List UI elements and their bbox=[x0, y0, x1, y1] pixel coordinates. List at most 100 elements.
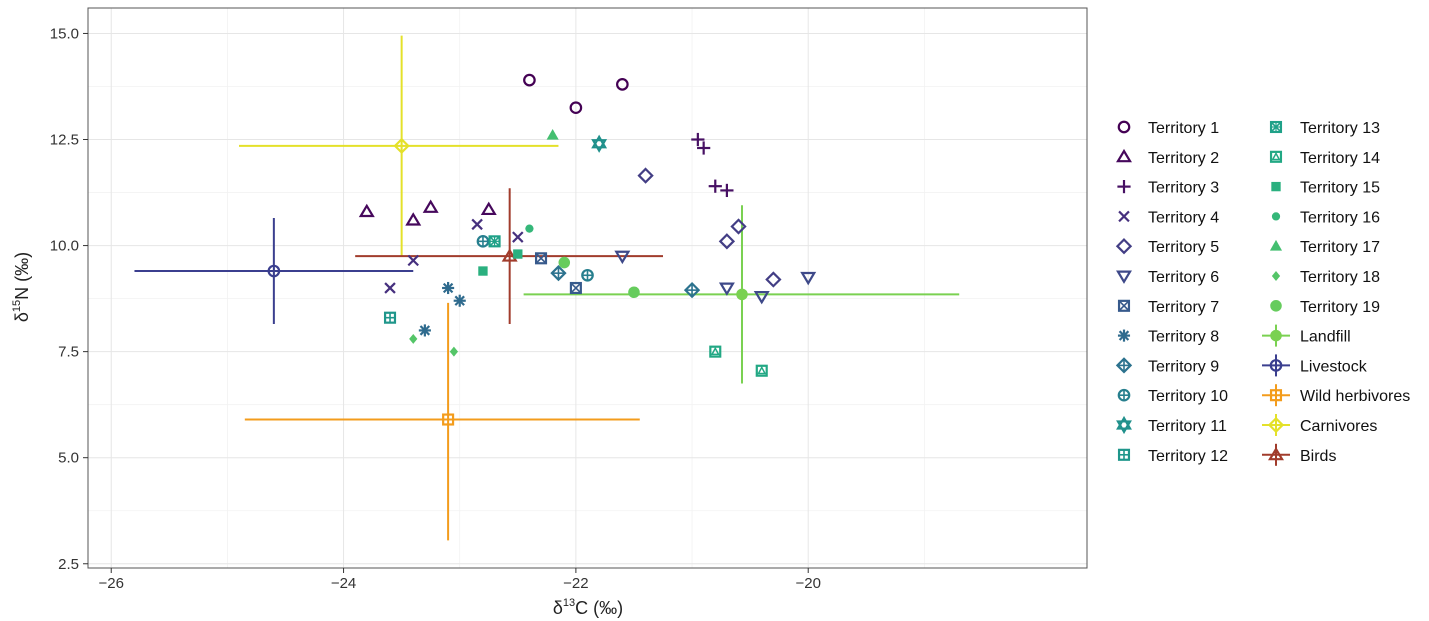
data-point bbox=[534, 252, 548, 265]
marker-shape bbox=[569, 101, 583, 115]
legend-item-birds: Birds bbox=[1262, 443, 1336, 466]
legend-item-territory-7: Territory 7 bbox=[1117, 299, 1219, 316]
legend-key-symbol bbox=[1269, 389, 1283, 402]
legend-item-territory-4: Territory 4 bbox=[1118, 209, 1219, 226]
legend-label: Territory 11 bbox=[1148, 418, 1227, 435]
source-error-bars bbox=[134, 35, 960, 541]
marker-shape bbox=[1271, 181, 1281, 192]
legend-key-symbol bbox=[1271, 271, 1281, 281]
data-point bbox=[628, 286, 640, 299]
marker-shape bbox=[405, 212, 422, 226]
legend-key-symbol bbox=[1269, 359, 1283, 372]
marker-shape bbox=[1271, 212, 1281, 221]
series-territory-14 bbox=[709, 345, 768, 377]
marker-shape bbox=[614, 250, 631, 265]
marker-shape bbox=[710, 346, 720, 356]
series-territory-12 bbox=[383, 311, 397, 324]
legend-item-landfill: Landfill bbox=[1262, 324, 1351, 347]
marker-stroke bbox=[1118, 300, 1130, 312]
series-territory-17 bbox=[546, 128, 559, 140]
x-axis-label: δ13C (‰) bbox=[553, 597, 623, 618]
legend-item-territory-10: Territory 10 bbox=[1117, 388, 1228, 405]
series-territory-16 bbox=[525, 224, 534, 233]
legend-key-symbol bbox=[1118, 210, 1130, 223]
marker-shape bbox=[1271, 271, 1281, 281]
legend-item-territory-17: Territory 17 bbox=[1269, 239, 1380, 256]
data-point bbox=[488, 235, 501, 248]
legend-item-territory-1: Territory 1 bbox=[1117, 120, 1219, 137]
legend-item-territory-6: Territory 6 bbox=[1116, 269, 1219, 286]
legend-label: Territory 13 bbox=[1300, 120, 1380, 137]
legend-key-symbol bbox=[1117, 448, 1131, 461]
marker-stroke bbox=[512, 231, 524, 243]
marker-shape bbox=[525, 224, 534, 233]
series-territory-9 bbox=[550, 264, 701, 299]
legend-label: Territory 8 bbox=[1148, 329, 1219, 346]
data-point bbox=[384, 282, 396, 294]
marker-shape bbox=[1116, 420, 1132, 435]
series-territory-6 bbox=[614, 250, 817, 305]
legend-label: Territory 1 bbox=[1148, 120, 1219, 137]
series-territory-5 bbox=[637, 167, 782, 288]
legend-item-territory-18: Territory 18 bbox=[1271, 269, 1380, 286]
series-territory-18 bbox=[409, 333, 459, 357]
data-point bbox=[405, 212, 422, 226]
marker-shape bbox=[523, 73, 536, 87]
legend-key-symbol bbox=[1270, 329, 1282, 342]
legend-label: Territory 17 bbox=[1300, 239, 1380, 256]
series-territory-10 bbox=[476, 235, 594, 282]
marker-shape bbox=[449, 346, 459, 357]
legend-item-territory-3: Territory 3 bbox=[1117, 180, 1219, 197]
legend-label: Territory 12 bbox=[1148, 448, 1228, 465]
legend-label: Territory 4 bbox=[1148, 209, 1219, 226]
y-tick-label: 5.0 bbox=[58, 450, 79, 467]
data-point bbox=[718, 233, 736, 250]
legend-label: Territory 2 bbox=[1148, 150, 1219, 167]
legend-key-symbol bbox=[1117, 180, 1131, 194]
marker-stroke bbox=[454, 295, 465, 306]
marker-stroke bbox=[570, 282, 582, 294]
legend-item-territory-11: Territory 11 bbox=[1116, 415, 1227, 435]
data-point bbox=[558, 256, 571, 269]
marker-shape bbox=[1271, 151, 1281, 161]
marker-shape bbox=[1117, 299, 1131, 312]
marker-stroke bbox=[535, 252, 547, 264]
marker-shape bbox=[753, 290, 770, 305]
data-point bbox=[546, 128, 559, 140]
data-point bbox=[569, 101, 583, 115]
data-point bbox=[512, 231, 524, 243]
axes: −26 −24 −22 −20 2.5 5.0 7.5 10.0 12.5 15.0 bbox=[50, 25, 821, 592]
data-point bbox=[691, 132, 705, 147]
marker-stroke bbox=[442, 282, 454, 294]
data-point bbox=[709, 345, 722, 358]
marker-shape bbox=[569, 281, 582, 295]
legend-item-territory-13: Territory 13 bbox=[1269, 120, 1380, 137]
marker-shape bbox=[442, 413, 455, 426]
legend-label: Territory 7 bbox=[1148, 299, 1219, 316]
marker-shape bbox=[730, 218, 747, 235]
series-territory-8 bbox=[418, 281, 466, 337]
y-tick-label: 10.0 bbox=[50, 238, 79, 255]
y-tick-label: 7.5 bbox=[58, 344, 79, 361]
data-point bbox=[616, 78, 629, 91]
marker-shape bbox=[757, 365, 767, 375]
marker-shape bbox=[591, 134, 608, 149]
y-axis-label-main: δ bbox=[12, 312, 32, 322]
marker-shape bbox=[1115, 238, 1133, 255]
marker-shape bbox=[616, 78, 629, 91]
data-point bbox=[418, 324, 431, 337]
legend-key-symbol bbox=[1268, 446, 1284, 461]
legend-key-symbol bbox=[1115, 357, 1133, 374]
marker-shape bbox=[637, 167, 654, 184]
legend-item-carnivores: Carnivores bbox=[1262, 414, 1377, 436]
data-point bbox=[708, 179, 722, 193]
source-mean-point bbox=[501, 248, 518, 262]
marker-shape bbox=[765, 271, 782, 288]
marker-shape bbox=[736, 288, 748, 301]
legend-key-symbol bbox=[1116, 270, 1132, 284]
x-axis-label-rest: C (‰) bbox=[575, 598, 623, 618]
series-territory-19 bbox=[558, 256, 640, 299]
legend-label: Territory 15 bbox=[1300, 180, 1380, 197]
marker-shape bbox=[591, 139, 608, 153]
